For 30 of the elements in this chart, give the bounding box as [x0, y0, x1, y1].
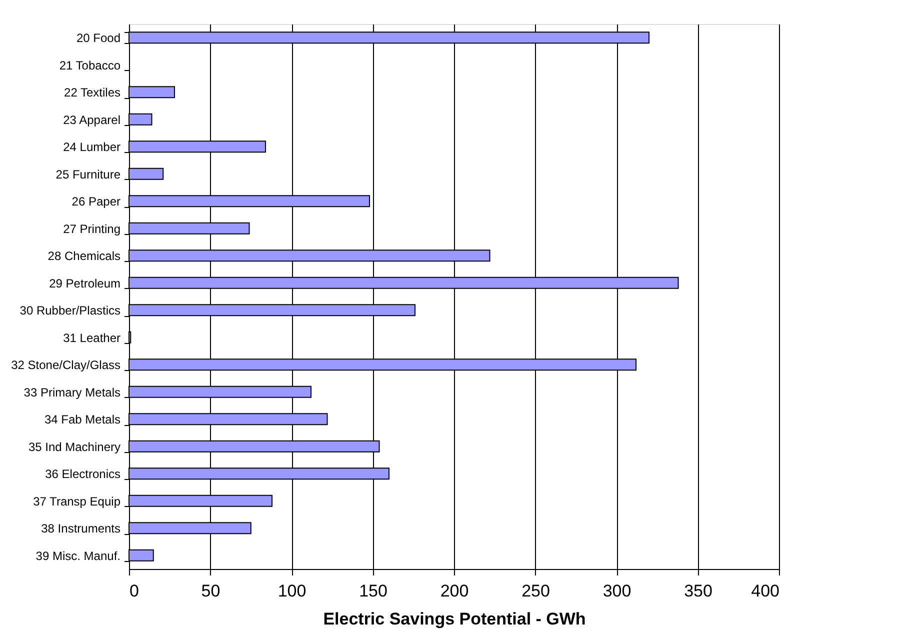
- y-tick-label: 29 Petroleum: [49, 276, 120, 290]
- x-tick-label: 200: [440, 582, 469, 600]
- y-tick-label: 27 Printing: [63, 222, 120, 236]
- y-tick-label: 26 Paper: [72, 194, 121, 209]
- y-tick-label: 25 Furniture: [56, 167, 121, 182]
- x-tick-label: 50: [201, 582, 220, 600]
- x-tick-label: 0: [130, 582, 139, 600]
- y-tick-label: 28 Chemicals: [48, 249, 120, 264]
- x-tick-label: 100: [278, 582, 306, 600]
- y-tick-label: 21 Tobacco: [59, 58, 121, 72]
- x-tick-label: 300: [602, 582, 632, 600]
- y-tick-label: 35 Ind Machinery: [28, 440, 120, 454]
- y-tick-label: 32 Stone/Clay/Glass: [11, 358, 120, 372]
- y-tick-label: 39 Misc. Manuf.: [36, 548, 120, 563]
- y-tick-label: 23 Apparel: [63, 112, 120, 127]
- x-tick-label: 250: [522, 582, 550, 600]
- y-tick-label: 24 Lumber: [63, 140, 120, 154]
- x-tick-label: 350: [684, 582, 712, 600]
- y-tick-label: 20 Food: [76, 31, 120, 46]
- y-tick-label: 34 Fab Metals: [44, 412, 120, 427]
- y-tick-label: 30 Rubber/Plastics: [20, 304, 120, 318]
- y-tick-label: 31 Leather: [63, 330, 120, 345]
- x-axis-title: Electric Savings Potential - GWh: [323, 610, 586, 628]
- x-tick-label: 400: [751, 582, 780, 600]
- x-tick-label: 150: [359, 582, 388, 600]
- y-tick-label: 38 Instruments: [41, 522, 120, 536]
- y-tick-label: 37 Transp Equip: [33, 494, 121, 508]
- y-tick-label: 22 Textiles: [64, 86, 120, 100]
- y-tick-label: 36 Electronics: [45, 467, 120, 482]
- y-tick-label: 33 Primary Metals: [24, 385, 120, 400]
